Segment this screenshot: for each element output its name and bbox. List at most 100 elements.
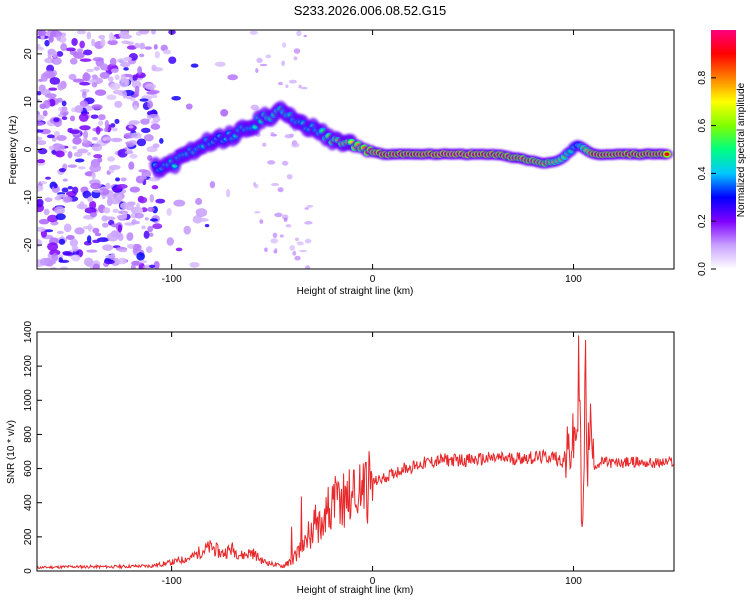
spectrogram-noise-blob (163, 49, 172, 55)
spectrogram-noise-blob (195, 197, 203, 206)
spectrogram-noise-blob (91, 104, 103, 110)
spectrogram-noise-blob (107, 156, 116, 162)
spectrogram-noise-blob (40, 181, 48, 185)
spectrogram-noise-blob (149, 194, 155, 203)
spectrogram-x-ticks: -100 0 100 (162, 30, 582, 285)
spectrogram-noise-blob (59, 266, 68, 269)
spectrogram-noise-blob (97, 114, 106, 121)
spectrogram-noise-blob (72, 186, 79, 194)
spectrogram-noise-blob (190, 63, 199, 68)
spectrogram-noise-blob (93, 153, 103, 159)
spectrogram-x-tick-label: 0 (370, 274, 376, 285)
spectrogram-noise-blob (267, 160, 276, 165)
spectrogram-y-tick-label: 10 (23, 96, 34, 108)
spectrogram-noise-blob (60, 43, 68, 52)
spectrogram-noise-blob (147, 225, 154, 233)
spectrogram-noise-blob (67, 151, 73, 159)
spectrogram-noise-blob (273, 249, 277, 254)
spectrogram-noise-blob (102, 244, 114, 251)
spectrogram-noise-blob (151, 185, 159, 190)
spectrogram-noise-blob (55, 213, 66, 221)
snr-y-label: SNR (10 * v/v) (6, 420, 17, 484)
spectrogram-noise-blob (73, 51, 85, 59)
spectrogram-noise-blob (288, 79, 297, 84)
spectrogram-noise-blob (37, 136, 43, 141)
spectrogram-noise-blob (43, 70, 56, 79)
spectrogram-noise-blob (141, 127, 151, 134)
spectrogram-noise-blob (37, 226, 46, 232)
spectrogram-noise-blob (139, 42, 146, 50)
spectrogram-noise-blob (214, 61, 226, 67)
spectrogram-noise-blob (278, 81, 283, 86)
spectrogram-noise-blob (114, 100, 123, 108)
spectrogram-noise-blob (159, 137, 164, 144)
spectrogram-noise-blob (53, 183, 58, 189)
spectrogram-noise-blob (304, 221, 313, 225)
spectrogram-noise-blob (140, 118, 150, 125)
spectrogram-noise-blob (289, 244, 296, 251)
spectrogram-noise-blob (189, 261, 200, 268)
spectrogram-noise-blob (69, 115, 76, 122)
spectrogram-noise-blob (250, 104, 259, 111)
spectrogram-noise-blob (264, 247, 268, 252)
spectrogram-noise-blob (79, 100, 89, 107)
spectrogram-noise-blob (90, 212, 97, 218)
spectrogram-noise-blob (123, 67, 129, 71)
spectrogram-noise-blob (153, 44, 158, 50)
spectrogram-x-tick-label: -100 (162, 274, 182, 285)
snr-frame (36, 331, 675, 572)
spectrogram-noise-blob (98, 188, 110, 196)
colorbar-fill (711, 30, 736, 269)
spectrogram-noise-blob (96, 237, 109, 243)
spectrogram-noise-blob (124, 150, 134, 155)
snr-x-ticks: -100 0 100 (162, 332, 582, 587)
spectrogram-noise-blob (74, 227, 85, 235)
spectrogram-noise-blob (109, 82, 121, 91)
spectrogram-noise-blob (61, 187, 69, 193)
spectrogram-noise-blob (46, 64, 55, 73)
spectrogram-noise-blob (150, 94, 158, 98)
spectrogram-noise-blob (117, 257, 127, 265)
spectrogram-noise-blob (49, 266, 58, 269)
figure-title: S233.2026.006.08.52.G15 (294, 3, 447, 18)
spectrogram-noise-blob (294, 237, 300, 242)
spectrogram-noise-blob (152, 223, 163, 230)
colorbar-label: Normalized spectral amplitude (736, 82, 747, 217)
spectrogram-noise-blob (143, 230, 150, 239)
spectrogram-noise-blob (92, 227, 100, 234)
spectrogram-noise-blob (72, 137, 82, 145)
spectrogram-noise-blob (48, 35, 54, 43)
spectrogram-noise-blob (38, 218, 50, 225)
spectrogram-noise-blob (259, 63, 268, 67)
spectrogram-noise-blob (120, 202, 129, 210)
spectrogram-noise-blob (114, 74, 120, 81)
spectrogram-noise-blob (105, 182, 111, 190)
snr-panel: -100 0 100 0 200 400 600 800 1000 1200 1400 Heigh… (6, 320, 675, 596)
spectrogram-noise-blob (183, 225, 191, 235)
spectrogram-noise-blob (272, 232, 278, 238)
spectrogram-noise-blob (58, 257, 63, 263)
spectrogram-noise-blob (155, 198, 166, 204)
spectrogram-noise-blob (107, 39, 118, 46)
spectrogram-noise-blob (94, 89, 107, 96)
spectrogram-noise-blob (110, 137, 123, 143)
spectrogram-noise-blob (262, 142, 267, 147)
spectrogram-noise-blob (147, 155, 153, 161)
spectrogram-noise-blob (44, 39, 50, 47)
spectrogram-noise-blob (91, 143, 103, 152)
spectrogram-noise-blob (90, 182, 102, 190)
colorbar-ticks: 0.0 0.2 0.4 0.6 0.8 (697, 70, 716, 276)
spectrogram-y-tick-label: 0 (23, 146, 34, 152)
spectrogram-noise-blob (129, 153, 138, 159)
spectrogram-noise-blob (92, 189, 103, 193)
spectrogram-noise-blob (65, 47, 76, 52)
snr-x-tick-label: -100 (162, 576, 182, 587)
spectrogram-noise-blob (112, 208, 119, 213)
spectrogram-noise-blob (293, 56, 298, 61)
spectrogram-noise-blob (270, 132, 275, 135)
spectrogram-y-tick-label: 20 (23, 48, 34, 60)
spectrogram-noise-blob (49, 77, 61, 85)
spectrogram-noise-blob (58, 238, 66, 245)
colorbar: 0.0 0.2 0.4 0.6 0.8 Normalized spectral ampl… (697, 30, 747, 276)
spectrogram-noise-blob (82, 73, 91, 82)
